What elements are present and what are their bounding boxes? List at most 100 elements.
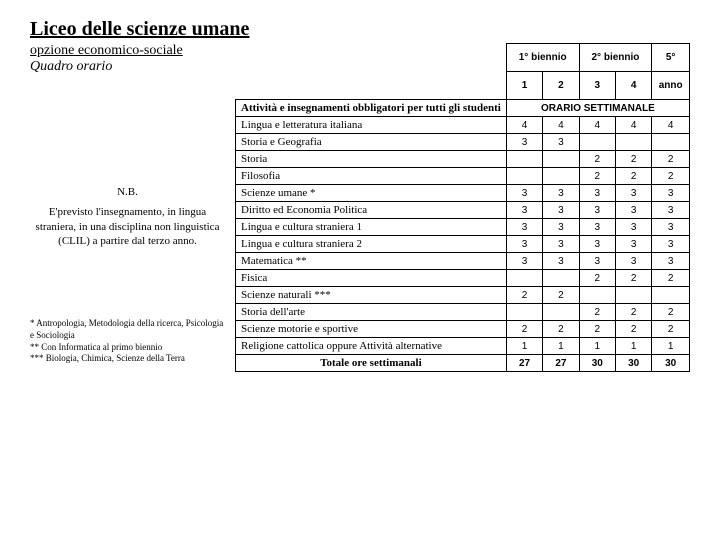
hours-cell: 3 [615, 202, 651, 219]
hours-cell: 2 [579, 321, 615, 338]
col-header-biennio1: 1° biennio [506, 44, 579, 72]
hours-cell: 3 [543, 219, 579, 236]
total-4: 30 [615, 355, 651, 372]
hours-cell [506, 304, 542, 321]
hours-cell: 2 [506, 321, 542, 338]
hours-cell [615, 287, 651, 304]
note-text: E'previsto l'insegnamento, in lingua str… [30, 205, 225, 248]
col-year-anno: anno [652, 72, 690, 100]
subject-name: Diritto ed Economia Politica [236, 202, 507, 219]
hours-cell: 2 [506, 287, 542, 304]
hours-cell: 3 [506, 134, 542, 151]
note-title: N.B. [30, 185, 225, 199]
hours-cell: 1 [615, 338, 651, 355]
footnote-3: *** Biologia, Chimica, Scienze della Ter… [30, 353, 225, 365]
orario-label: ORARIO SETTIMANALE [506, 100, 689, 117]
hours-cell: 2 [543, 321, 579, 338]
hours-cell [579, 287, 615, 304]
hours-cell: 3 [543, 253, 579, 270]
hours-cell: 2 [615, 304, 651, 321]
hours-cell: 3 [506, 219, 542, 236]
note-box: N.B. E'previsto l'insegnamento, in lingu… [30, 185, 225, 248]
col-header-biennio2: 2° biennio [579, 44, 652, 72]
hours-cell: 2 [615, 321, 651, 338]
hours-cell: 3 [579, 236, 615, 253]
hours-cell: 1 [652, 338, 690, 355]
hours-cell [543, 304, 579, 321]
hours-cell [543, 270, 579, 287]
hours-cell: 2 [543, 287, 579, 304]
hours-cell: 3 [543, 134, 579, 151]
hours-cell [506, 270, 542, 287]
hours-cell: 3 [615, 185, 651, 202]
hours-cell: 3 [506, 202, 542, 219]
hours-cell: 4 [615, 117, 651, 134]
hours-cell: 3 [506, 236, 542, 253]
hours-cell: 3 [506, 253, 542, 270]
hours-cell: 2 [615, 270, 651, 287]
footnote-1: * Antropologia, Metodologia della ricerc… [30, 318, 225, 341]
subject-name: Matematica ** [236, 253, 507, 270]
hours-cell: 4 [579, 117, 615, 134]
subject-name: Religione cattolica oppure Attività alte… [236, 338, 507, 355]
hours-cell: 3 [652, 236, 690, 253]
col-year-2: 2 [543, 72, 579, 100]
hours-cell: 2 [579, 304, 615, 321]
hours-cell: 2 [652, 168, 690, 185]
footnote-2: ** Con Informatica al primo biennio [30, 342, 225, 354]
total-3: 30 [579, 355, 615, 372]
hours-cell: 3 [543, 185, 579, 202]
hours-cell: 3 [543, 202, 579, 219]
hours-cell: 2 [652, 151, 690, 168]
total-label: Totale ore settimanali [236, 355, 507, 372]
hours-cell: 3 [506, 185, 542, 202]
hours-cell: 3 [652, 185, 690, 202]
hours-cell: 2 [579, 168, 615, 185]
subject-name: Lingua e cultura straniera 1 [236, 219, 507, 236]
hours-cell: 3 [652, 253, 690, 270]
total-5: 30 [652, 355, 690, 372]
hours-cell [506, 151, 542, 168]
hours-cell [543, 151, 579, 168]
hours-cell [506, 168, 542, 185]
hours-cell: 3 [652, 219, 690, 236]
total-2: 27 [543, 355, 579, 372]
subject-name: Scienze motorie e sportive [236, 321, 507, 338]
hours-cell: 3 [615, 253, 651, 270]
hours-cell: 2 [579, 270, 615, 287]
subject-name: Storia dell'arte [236, 304, 507, 321]
page-title: Liceo delle scienze umane [30, 18, 690, 41]
subject-name: Lingua e letteratura italiana [236, 117, 507, 134]
hours-cell: 3 [579, 253, 615, 270]
hours-cell [543, 168, 579, 185]
hours-cell [652, 287, 690, 304]
hours-cell: 1 [543, 338, 579, 355]
hours-cell: 4 [543, 117, 579, 134]
hours-cell [579, 134, 615, 151]
hours-cell: 1 [579, 338, 615, 355]
hours-cell: 4 [652, 117, 690, 134]
hours-cell: 1 [506, 338, 542, 355]
hours-cell: 3 [543, 236, 579, 253]
hours-cell: 3 [615, 236, 651, 253]
col-year-1: 1 [506, 72, 542, 100]
hours-cell: 2 [615, 168, 651, 185]
col-year-3: 3 [579, 72, 615, 100]
hours-cell: 3 [579, 202, 615, 219]
hours-cell: 2 [652, 321, 690, 338]
hours-cell: 3 [579, 219, 615, 236]
subject-name: Filosofia [236, 168, 507, 185]
hours-cell: 2 [615, 151, 651, 168]
footnotes: * Antropologia, Metodologia della ricerc… [30, 318, 225, 365]
subject-name: Storia e Geografia [236, 134, 507, 151]
subject-name: Scienze naturali *** [236, 287, 507, 304]
hours-cell [615, 134, 651, 151]
subject-name: Lingua e cultura straniera 2 [236, 236, 507, 253]
hours-cell: 3 [652, 202, 690, 219]
hours-cell: 3 [615, 219, 651, 236]
subject-name: Storia [236, 151, 507, 168]
hours-cell: 2 [579, 151, 615, 168]
total-1: 27 [506, 355, 542, 372]
subject-name: Fisica [236, 270, 507, 287]
hours-cell: 2 [652, 304, 690, 321]
